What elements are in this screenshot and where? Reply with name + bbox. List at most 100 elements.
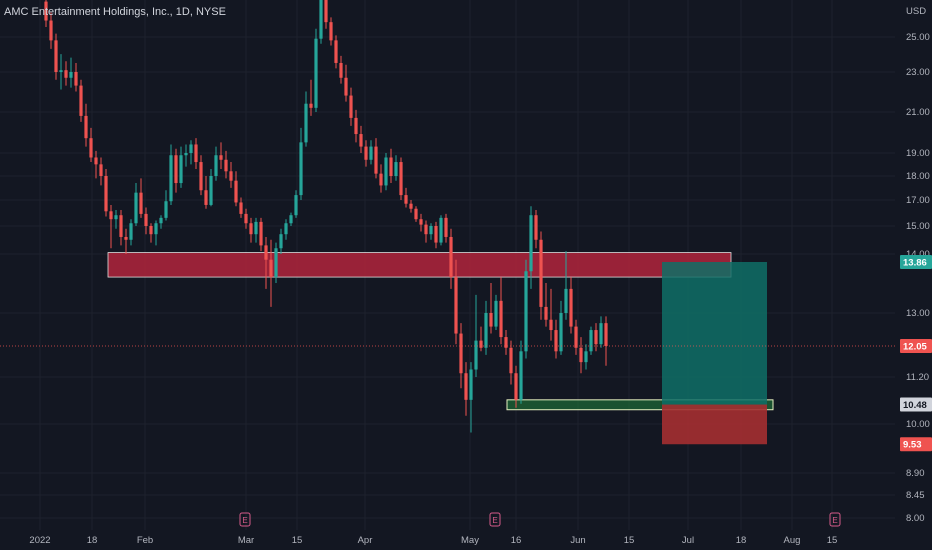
candle-body bbox=[374, 146, 378, 174]
y-axis[interactable]: 25.00 23.00 21.00 19.00 18.00 17.00 15.00 14.00… bbox=[906, 32, 930, 524]
candle-body bbox=[319, 0, 323, 39]
y-tick-label: 8.45 bbox=[906, 490, 925, 501]
candle-body bbox=[444, 217, 448, 237]
candle-body bbox=[69, 72, 73, 78]
earnings-marker: E bbox=[239, 512, 251, 527]
x-tick-label: 15 bbox=[292, 535, 303, 546]
price-tag-stop: 9.53 bbox=[900, 437, 932, 452]
candle-body bbox=[204, 190, 208, 205]
candle-body bbox=[159, 217, 163, 224]
candle-body bbox=[244, 213, 248, 224]
candle-body bbox=[179, 155, 183, 184]
candle-body bbox=[234, 180, 238, 203]
candle-body bbox=[344, 77, 348, 96]
candle-body bbox=[509, 347, 513, 374]
resistance-zone bbox=[107, 252, 732, 278]
candle-body bbox=[399, 162, 403, 196]
candle-body bbox=[514, 373, 518, 400]
candle-body bbox=[74, 72, 78, 86]
price-tag-entry: 10.48 bbox=[900, 397, 932, 412]
candle-body bbox=[534, 215, 538, 240]
y-tick-label: 11.20 bbox=[906, 372, 929, 383]
candle-body bbox=[519, 351, 523, 400]
candle-body bbox=[154, 223, 158, 235]
candle-body bbox=[559, 313, 563, 352]
candle-body bbox=[209, 176, 213, 205]
candle-body bbox=[584, 351, 588, 363]
support-zone bbox=[506, 399, 774, 411]
candle-body bbox=[469, 369, 473, 400]
candle-body bbox=[229, 171, 233, 181]
candle-body bbox=[359, 134, 363, 147]
candle-body bbox=[194, 144, 198, 163]
candle-body bbox=[284, 223, 288, 235]
candle-body bbox=[354, 117, 358, 135]
price-tag-bg bbox=[900, 397, 932, 412]
candle-body bbox=[484, 313, 488, 348]
candle-body bbox=[44, 1, 48, 21]
candle-body bbox=[139, 192, 143, 214]
currency-label: USD bbox=[906, 6, 926, 17]
price-tag-text: 13.86 bbox=[903, 258, 927, 269]
candle-body bbox=[414, 208, 418, 220]
candle-body bbox=[524, 271, 528, 352]
stop-box bbox=[662, 404, 767, 445]
candle-body bbox=[279, 234, 283, 249]
price-tag-bg bbox=[900, 437, 932, 452]
target-box bbox=[662, 262, 767, 405]
earnings-icon bbox=[489, 512, 501, 527]
price-tag-bg bbox=[900, 339, 932, 353]
x-axis[interactable]: 2022 18 Feb Mar 15 Apr May 16 Jun 15 Jul 18 Aug 15 E E E bbox=[29, 512, 841, 546]
x-tick-label: 18 bbox=[736, 535, 747, 546]
candle-body bbox=[64, 70, 68, 78]
earnings-icon bbox=[239, 512, 251, 527]
price-tag-target: 13.86 bbox=[900, 255, 932, 270]
candle-body bbox=[124, 236, 128, 240]
price-tags: 13.86 12.05 10.48 9.53 bbox=[900, 255, 932, 452]
candle-body bbox=[109, 211, 113, 220]
y-tick-label: 14.00 bbox=[906, 249, 930, 260]
candle-body bbox=[424, 224, 428, 235]
candle-body bbox=[404, 195, 408, 204]
candle-body bbox=[394, 162, 398, 176]
candle-body bbox=[169, 155, 173, 202]
earnings-label: E bbox=[492, 516, 497, 525]
candle-body bbox=[429, 226, 433, 235]
candle-body bbox=[54, 40, 58, 72]
candle-body bbox=[579, 347, 583, 363]
price-tag-text: 10.48 bbox=[903, 400, 927, 411]
candle-body bbox=[339, 62, 343, 78]
candle-body bbox=[254, 221, 258, 235]
y-tick-label: 25.00 bbox=[906, 32, 930, 43]
candle-body bbox=[379, 173, 383, 186]
overlays-layer bbox=[662, 262, 767, 445]
candle-body bbox=[594, 330, 598, 345]
x-tick-label: 16 bbox=[511, 535, 522, 546]
candle-body bbox=[314, 38, 318, 108]
candle-body bbox=[274, 248, 278, 278]
y-tick-label: 15.00 bbox=[906, 221, 930, 232]
earnings-marker: E bbox=[489, 512, 501, 527]
candle-body bbox=[504, 337, 508, 348]
earnings-marker: E bbox=[829, 512, 841, 527]
y-tick-label: 18.00 bbox=[906, 171, 930, 182]
candle-body bbox=[589, 330, 593, 352]
earnings-label: E bbox=[242, 516, 247, 525]
candle-body bbox=[369, 146, 373, 160]
candle-body bbox=[604, 323, 608, 346]
candle-body bbox=[99, 164, 103, 176]
candle-body bbox=[324, 0, 328, 23]
x-tick-label: Aug bbox=[784, 535, 801, 546]
x-tick-label: Apr bbox=[358, 535, 373, 546]
x-tick-label: May bbox=[461, 535, 479, 546]
x-tick-label: 18 bbox=[87, 535, 98, 546]
y-tick-label: 10.00 bbox=[906, 419, 930, 430]
candle-body bbox=[214, 155, 218, 176]
x-tick-label: 15 bbox=[827, 535, 838, 546]
x-tick-label: 15 bbox=[624, 535, 635, 546]
candle-body bbox=[289, 215, 293, 224]
y-tick-label: 17.00 bbox=[906, 195, 930, 206]
y-tick-label: 8.90 bbox=[906, 468, 925, 479]
candle-body bbox=[189, 144, 193, 153]
